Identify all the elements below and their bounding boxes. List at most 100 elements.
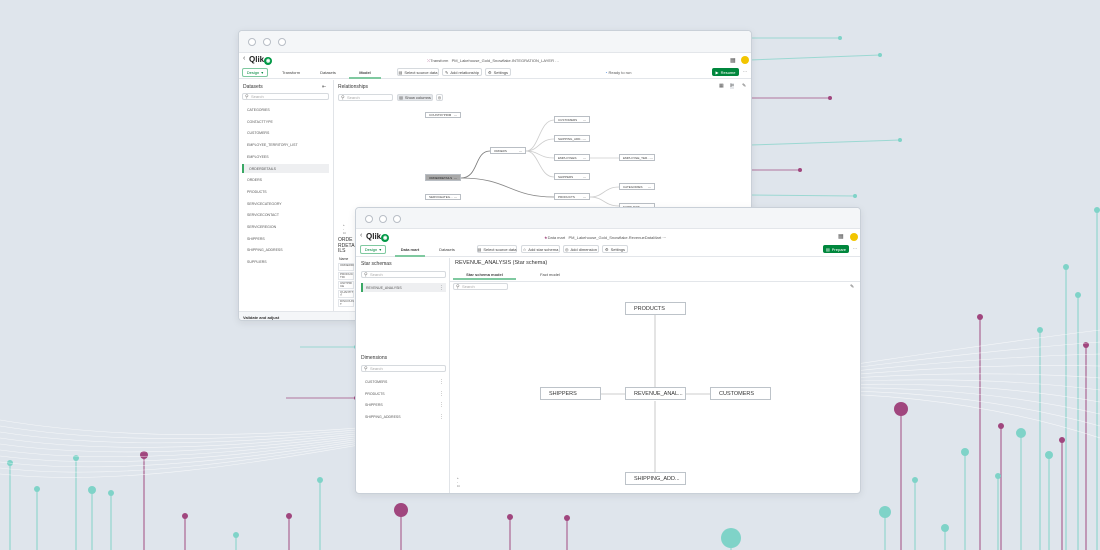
dataset-item[interactable]: ORDERS xyxy=(247,178,262,183)
mode-select[interactable]: Design ▾ xyxy=(360,245,386,254)
apps-grid-icon[interactable]: ▦ xyxy=(730,58,736,64)
edit-icon[interactable]: ✎ xyxy=(850,284,855,290)
node-customers[interactable]: CUSTOMERS ⋯ xyxy=(554,116,590,123)
add-dimension-button[interactable]: ◎ Add dimension xyxy=(563,245,599,253)
node-products[interactable]: PRODUCTS ⋯ xyxy=(554,193,590,200)
column-row[interactable]: QUANTITY xyxy=(338,290,354,298)
tab-data-mart[interactable]: Data mart xyxy=(395,247,425,257)
list-item[interactable]: REVENUE_ANALYSIS ⋮ xyxy=(361,283,446,292)
kebab-icon[interactable]: ⋮ xyxy=(439,285,444,291)
apps-grid-icon[interactable]: ▦ xyxy=(838,234,844,240)
kebab-icon[interactable]: ⋮ xyxy=(439,402,444,409)
tab-datasets[interactable]: Datasets xyxy=(439,247,455,252)
node-customers[interactable]: CUSTOMERS xyxy=(710,387,771,400)
more-icon[interactable]: ⋯ xyxy=(853,246,857,251)
dimension-item[interactable]: CUSTOMERS ⋮ xyxy=(365,379,444,385)
column-row[interactable]: ORDERID xyxy=(338,263,354,271)
tab-star-schema-model[interactable]: Star schema model xyxy=(453,272,516,280)
transform-icon: ⤫ xyxy=(427,58,431,63)
grid-view-icon[interactable]: ▦ xyxy=(719,83,724,89)
node-employee-territory[interactable]: EMPLOYEE_TER... ⋯ xyxy=(619,154,655,161)
dataset-item[interactable]: CATEGORIES xyxy=(247,108,270,112)
dimension-item[interactable]: PRODUCTS ⋮ xyxy=(365,390,444,397)
decorative-dot xyxy=(1063,264,1069,270)
dimension-item[interactable]: SHIPPERS ⋮ xyxy=(365,402,444,409)
kebab-icon[interactable]: ⋮ xyxy=(439,414,444,421)
decorative-dot xyxy=(108,490,114,496)
window-button[interactable] xyxy=(393,215,401,223)
diagram-search[interactable]: Search xyxy=(453,283,508,290)
settings-button[interactable]: ⚙ Settings xyxy=(485,68,511,76)
window-button[interactable] xyxy=(379,215,387,223)
node-countryprim[interactable]: COUNTRYPRIM ⋯ xyxy=(425,112,461,118)
select-source-data-button[interactable]: ▤ Select source data xyxy=(477,245,517,253)
datasets-search[interactable]: Search xyxy=(242,93,329,100)
node-serviceateg[interactable]: SERVICEATEG... ⋯ xyxy=(425,194,461,200)
mode-select[interactable]: Design ▾ xyxy=(242,68,268,77)
dimension-search[interactable]: Search xyxy=(361,365,446,372)
window-button[interactable] xyxy=(248,38,256,46)
zoom-controls[interactable]: + - ⊡ xyxy=(343,223,346,235)
edit-icon[interactable]: ✎ xyxy=(742,83,747,89)
relationships-search[interactable]: Search xyxy=(338,94,393,101)
back-icon[interactable]: ‹ xyxy=(243,55,246,62)
dataset-item[interactable]: SHIPPERS xyxy=(247,236,265,241)
node-categories[interactable]: CATEGORIES ⋯ xyxy=(619,183,655,190)
avatar[interactable] xyxy=(741,56,749,64)
window-button[interactable] xyxy=(365,215,373,223)
qlik-logo[interactable]: Qlik ◉ xyxy=(366,232,390,242)
add-star-schema-button[interactable]: ☆ Add star schema xyxy=(521,245,560,253)
node-shipping-address[interactable]: SHIPPING_ADD... xyxy=(625,472,686,485)
dataset-item[interactable]: CUSTOMERS xyxy=(247,131,270,136)
node-orders[interactable]: ORDERS ⋯ xyxy=(490,147,526,154)
zoom-controls[interactable]: + - ⊡ xyxy=(457,476,460,488)
qlik-logo[interactable]: Qlik ◉ xyxy=(249,55,273,65)
column-row[interactable]: DISCOUNT xyxy=(338,299,354,307)
dataset-item[interactable]: SUPPLIERS xyxy=(247,260,267,265)
decorative-dot xyxy=(998,423,1004,429)
node-shippers[interactable]: SHIPPERS ⋯ xyxy=(554,173,590,180)
collapse-icon[interactable]: ⇤ xyxy=(322,84,327,90)
avatar[interactable] xyxy=(850,233,858,241)
dataset-item[interactable]: SHIPPING_ADDRESS xyxy=(247,248,283,253)
kebab-icon[interactable]: ⋮ xyxy=(439,390,444,397)
prepare-button[interactable]: ▤ Prepare xyxy=(823,245,849,253)
kebab-icon[interactable]: ⋮ xyxy=(439,379,444,385)
dataset-item[interactable]: SERVICECONTACT xyxy=(247,213,279,218)
window-button[interactable] xyxy=(278,38,286,46)
back-icon[interactable]: ‹ xyxy=(360,232,363,239)
dataset-item[interactable]: SERVICECATEGORY xyxy=(247,201,282,206)
decorative-dot xyxy=(1075,292,1081,298)
tab-fact-model[interactable]: Fact model xyxy=(540,272,560,277)
tree-view-icon[interactable]: ⊫ xyxy=(730,83,735,89)
settings-button[interactable]: ⚙ Settings xyxy=(602,245,628,253)
select-source-data-button[interactable]: ▤ Select source data xyxy=(397,68,439,76)
node-shippers[interactable]: SHIPPERS xyxy=(540,387,601,400)
column-row[interactable]: UNITPRICE xyxy=(338,281,354,289)
window-button[interactable] xyxy=(263,38,271,46)
column-row[interactable]: PRODUCTID xyxy=(338,272,354,280)
star-schema-search[interactable]: Search xyxy=(361,271,446,278)
node-revenue-analysis[interactable]: REVENUE_ANAL... xyxy=(625,387,686,400)
dataset-item[interactable]: SERVICEREGION xyxy=(247,225,277,229)
more-icon[interactable]: ⋯ xyxy=(743,69,747,74)
show-columns-button[interactable]: ▤ Show columns xyxy=(397,94,433,101)
decorative-dot xyxy=(1016,428,1026,438)
dataset-item[interactable]: ORDERDETAILS xyxy=(242,163,329,173)
node-employees[interactable]: EMPLOYEES ⋯ xyxy=(554,154,590,161)
filter-icon[interactable]: ◎ xyxy=(436,94,443,101)
node-orderdetails[interactable]: ORDERDETAILS ⋯ xyxy=(425,174,461,181)
add-relationship-button[interactable]: ✎ Add relationship xyxy=(442,68,482,76)
resume-button[interactable]: ▶ Resume xyxy=(712,68,739,76)
node-shipping-address[interactable]: SHIPPING_ADD... ⋯ xyxy=(554,135,590,142)
dataset-item[interactable]: EMPLOYEE_TERRITORY_LIST xyxy=(247,143,298,148)
dimension-item[interactable]: SHIPPING_ADDRESS ⋮ xyxy=(365,414,444,421)
tab-model[interactable]: Model xyxy=(349,70,381,79)
tab-transform[interactable]: Transform xyxy=(281,70,301,75)
dataset-item[interactable]: CONTACTTYPE xyxy=(247,119,273,124)
dataset-item[interactable]: EMPLOYEES xyxy=(247,154,269,159)
dataset-item[interactable]: PRODUCTS xyxy=(247,189,267,194)
breadcrumb: ★Data mart PM_Lakehouse_Gold_Snowflake.R… xyxy=(544,235,667,240)
tab-datasets[interactable]: Datasets xyxy=(320,70,336,75)
node-products[interactable]: PRODUCTS xyxy=(625,302,686,315)
